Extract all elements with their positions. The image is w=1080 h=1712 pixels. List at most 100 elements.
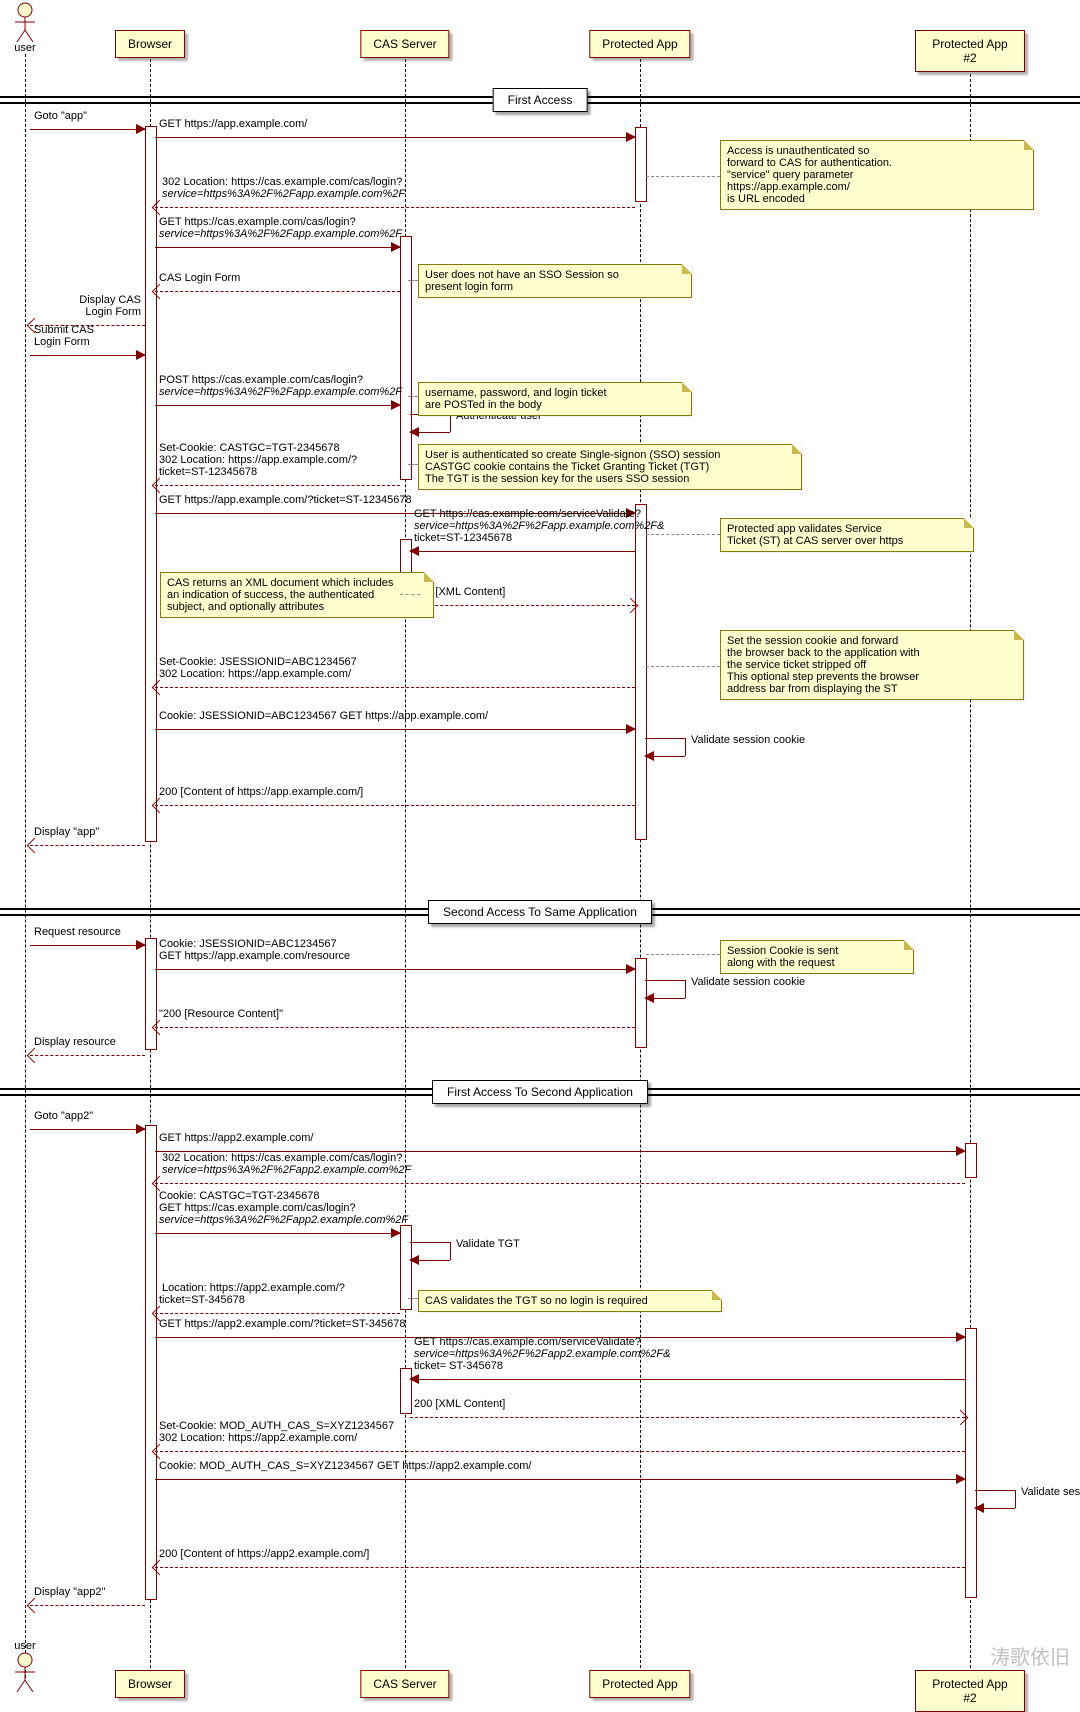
frame-title: First Access — [493, 88, 588, 112]
frame-separator: Second Access To Same Application — [0, 900, 1080, 924]
message: Goto "app2" — [30, 1122, 145, 1136]
message-label: GET https://app.example.com/ — [159, 118, 307, 130]
message: Set-Cookie: CASTGC=TGT-2345678302 Locati… — [155, 478, 400, 492]
participant-cas: CAS Server — [360, 30, 449, 58]
message: Cookie: CASTGC=TGT-2345678GET https://ca… — [155, 1226, 400, 1240]
message: POST https://cas.example.com/cas/login?s… — [155, 398, 400, 412]
frame-separator: First Access — [0, 88, 1080, 112]
note: Session Cookie is sentalong with the req… — [720, 940, 914, 974]
note: username, password, and login ticketare … — [418, 382, 692, 416]
message: Set-Cookie: MOD_AUTH_CAS_S=XYZ1234567302… — [155, 1444, 965, 1458]
message: 200 [Content of https://app.example.com/… — [155, 798, 635, 812]
note-link — [408, 280, 418, 281]
note-link — [408, 396, 418, 397]
message: Cookie: JSESSIONID=ABC1234567GET https:/… — [155, 962, 635, 976]
actor-user: user — [13, 2, 37, 54]
message-label: Set-Cookie: CASTGC=TGT-2345678302 Locati… — [159, 442, 357, 478]
message: 200 [XML Content] — [410, 1410, 965, 1424]
message-label: 200 [Content of https://app2.example.com… — [159, 1548, 369, 1560]
frame-title: First Access To Second Application — [432, 1080, 648, 1104]
self-message: Validate session cookie — [645, 738, 685, 756]
message: "200 [Resource Content]" — [155, 1020, 635, 1034]
message-label: Location: https://app2.example.com/?tick… — [159, 1282, 345, 1306]
note-link — [646, 666, 720, 667]
message: Display "app2" — [30, 1598, 145, 1612]
message-label: Set-Cookie: MOD_AUTH_CAS_S=XYZ1234567302… — [159, 1420, 394, 1444]
message: Submit CASLogin Form — [30, 348, 145, 362]
participant-app2: Protected App #2 — [915, 30, 1025, 72]
message-label: GET https://app2.example.com/?ticket=ST-… — [159, 1318, 406, 1330]
message-label: POST https://cas.example.com/cas/login?s… — [159, 374, 402, 398]
message: CAS Login Form — [155, 284, 400, 298]
message: Cookie: JSESSIONID=ABC1234567 GET https:… — [155, 722, 635, 736]
message: Set-Cookie: JSESSIONID=ABC1234567302 Loc… — [155, 680, 635, 694]
activation — [635, 504, 647, 840]
message-label: GET https://cas.example.com/serviceValid… — [414, 1336, 670, 1372]
message: 200 [XML Content] — [410, 598, 635, 612]
message-label: Request resource — [34, 926, 121, 938]
message-label: GET https://cas.example.com/cas/login?se… — [159, 216, 402, 240]
message: 200 [Content of https://app2.example.com… — [155, 1560, 965, 1574]
sequence-diagram: useruserBrowserBrowserCAS ServerCAS Serv… — [0, 0, 1080, 1710]
note-link — [408, 1298, 418, 1299]
note: CAS validates the TGT so no login is req… — [418, 1290, 722, 1312]
activation — [400, 236, 412, 480]
message-label: 302 Location: https://cas.example.com/ca… — [159, 1152, 411, 1176]
message-label: Cookie: MOD_AUTH_CAS_S=XYZ1234567 GET ht… — [159, 1460, 531, 1472]
self-message: Authenticate user — [410, 414, 450, 432]
message-label: Set-Cookie: JSESSIONID=ABC1234567302 Loc… — [159, 656, 357, 680]
participant-browser-footer: Browser — [115, 1670, 185, 1698]
note: User is authenticated so create Single-s… — [418, 444, 802, 490]
message-label: 200 [Content of https://app.example.com/… — [159, 786, 363, 798]
note: Protected app validates ServiceTicket (S… — [720, 518, 974, 552]
message-label: Cookie: JSESSIONID=ABC1234567 GET https:… — [159, 710, 488, 722]
message-label: Goto "app" — [34, 110, 87, 122]
note-link — [646, 534, 720, 535]
message-label: Display resource — [34, 1036, 116, 1048]
self-message-label: Validate session cookie — [691, 976, 805, 988]
message-label: Goto "app2" — [34, 1110, 93, 1122]
actor-user-footer: user — [13, 1640, 37, 1692]
frame-separator: First Access To Second Application — [0, 1080, 1080, 1104]
activation — [965, 1328, 977, 1598]
message: 302 Location: https://cas.example.com/ca… — [155, 200, 635, 214]
message: GET https://cas.example.com/cas/login?se… — [155, 240, 400, 254]
self-message: Validate session cookie — [645, 980, 685, 998]
message-label: GET https://app.example.com/?ticket=ST-1… — [159, 494, 412, 506]
message: GET https://cas.example.com/serviceValid… — [410, 544, 635, 558]
message: GET https://app.example.com/ — [155, 130, 635, 144]
message-label: "200 [Resource Content]" — [159, 1008, 283, 1020]
message-label: Cookie: JSESSIONID=ABC1234567GET https:/… — [159, 938, 350, 962]
actor-icon — [13, 1652, 37, 1692]
activation — [145, 1125, 157, 1600]
message: 302 Location: https://cas.example.com/ca… — [155, 1176, 965, 1190]
note-link — [646, 954, 720, 955]
note-link — [646, 176, 720, 177]
note-link — [408, 464, 418, 465]
actor-label: user — [13, 42, 37, 54]
message-label: Display CASLogin Form — [79, 294, 141, 318]
self-message: Validate session cookie — [975, 1490, 1015, 1508]
message-label: GET https://app2.example.com/ — [159, 1132, 313, 1144]
participant-app: Protected App — [589, 30, 690, 58]
message: Display "app" — [30, 838, 145, 852]
message-label: 302 Location: https://cas.example.com/ca… — [159, 176, 405, 200]
self-message: Validate TGT — [410, 1242, 450, 1260]
message: Goto "app" — [30, 122, 145, 136]
actor-label: user — [13, 1640, 37, 1652]
message-label: Display "app2" — [34, 1586, 105, 1598]
participant-browser: Browser — [115, 30, 185, 58]
message-label: CAS Login Form — [159, 272, 240, 284]
frame-title: Second Access To Same Application — [428, 900, 652, 924]
activation — [635, 958, 647, 1048]
message: Cookie: MOD_AUTH_CAS_S=XYZ1234567 GET ht… — [155, 1472, 965, 1486]
activation — [635, 127, 647, 202]
participant-app2-footer: Protected App #2 — [915, 1670, 1025, 1712]
actor-icon — [13, 2, 37, 42]
self-message-label: Validate session cookie — [1021, 1486, 1080, 1498]
message-label: Submit CASLogin Form — [34, 324, 94, 348]
message-label: 200 [XML Content] — [414, 1398, 505, 1410]
note-link — [400, 594, 420, 595]
message-label: GET https://cas.example.com/serviceValid… — [414, 508, 664, 544]
self-message-label: Validate session cookie — [691, 734, 805, 746]
